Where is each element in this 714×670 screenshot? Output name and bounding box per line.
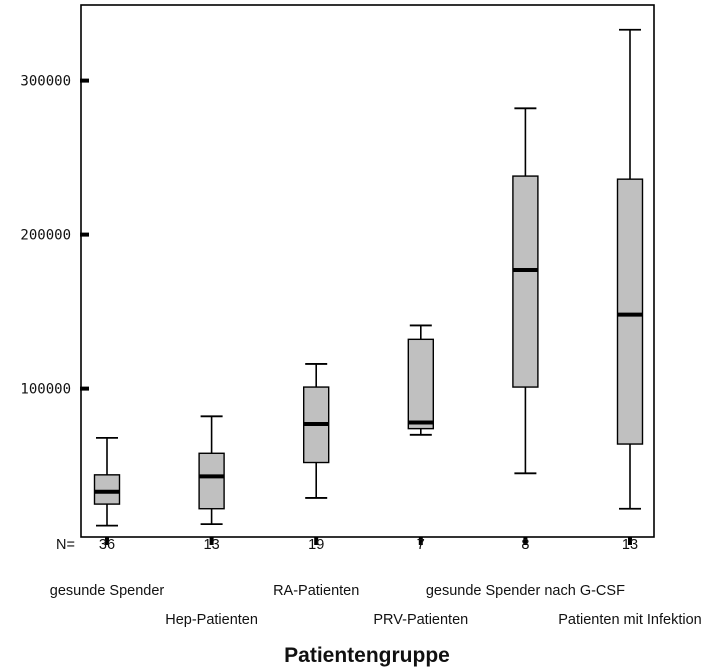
category-label: gesunde Spender xyxy=(50,583,165,599)
category-label: Patienten mit Infektion xyxy=(558,612,701,628)
category-label: RA-Patienten xyxy=(273,583,359,599)
box-series xyxy=(93,28,644,527)
box-2 xyxy=(198,415,225,526)
iqr-box xyxy=(616,178,644,445)
x-axis-title: Patientengruppe xyxy=(284,644,450,667)
x-axis: N= 36 gesunde Spender 13 Hep-Patienten 19 RA-P… xyxy=(50,537,702,628)
y-tick-label: 300000 xyxy=(20,74,71,90)
category-label: PRV-Patienten xyxy=(373,612,468,628)
iqr-box xyxy=(407,338,434,430)
n-prefix: N= xyxy=(56,537,75,553)
category-label: Hep-Patienten xyxy=(165,612,258,628)
y-tick-label: 200000 xyxy=(20,228,71,244)
category-label: gesunde Spender nach G-CSF xyxy=(426,583,625,599)
box-3 xyxy=(303,363,330,499)
n-value: 19 xyxy=(308,537,324,553)
n-value: 7 xyxy=(417,537,425,553)
n-value: 36 xyxy=(99,537,115,553)
y-tick-label: 100000 xyxy=(20,382,71,398)
box-6 xyxy=(616,28,644,510)
n-value: 8 xyxy=(521,537,529,553)
box-1 xyxy=(93,436,121,527)
n-value: 13 xyxy=(204,537,220,553)
iqr-box xyxy=(198,452,225,510)
box-5 xyxy=(512,107,539,475)
plot-frame xyxy=(80,4,655,538)
box-4 xyxy=(407,324,434,436)
iqr-box xyxy=(93,474,121,505)
iqr-box xyxy=(512,175,539,388)
y-axis: 100000 200000 300000 xyxy=(20,74,89,398)
n-value: 13 xyxy=(622,537,638,553)
